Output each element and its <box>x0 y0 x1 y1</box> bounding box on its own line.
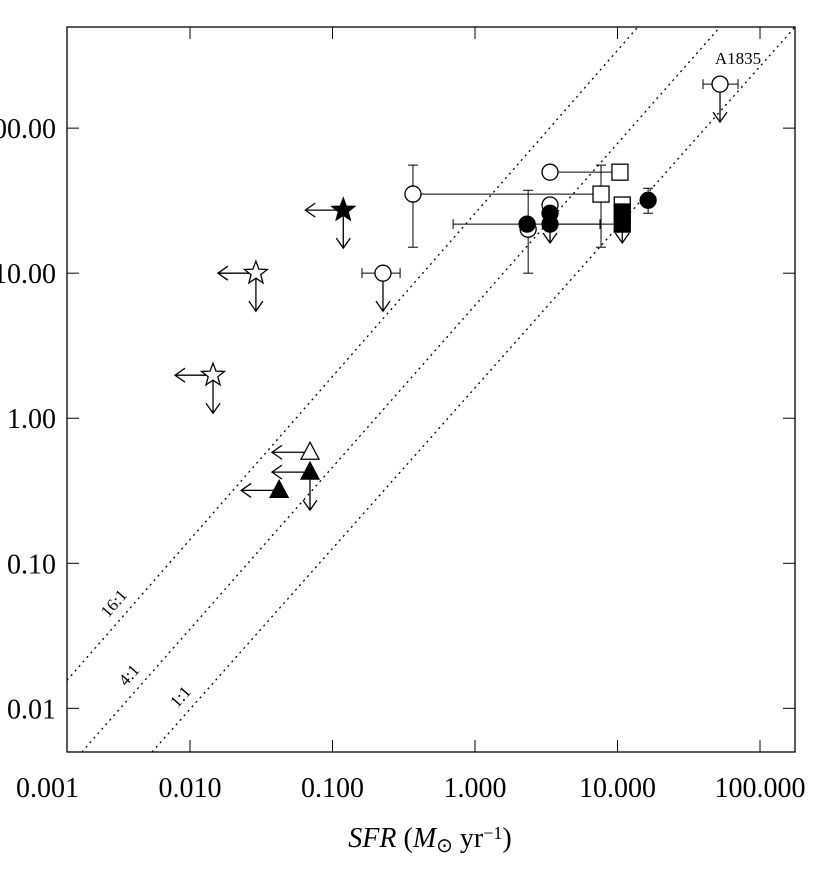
y-tick-label: 100.00 <box>0 114 56 145</box>
upper-limit-arrow <box>205 375 221 415</box>
y-tick-label: 0.10 <box>7 549 56 580</box>
x-tick-label: 0.001 <box>16 773 79 804</box>
x-axis-label-part: SFR <box>348 823 396 854</box>
point <box>299 440 321 460</box>
point <box>199 361 227 387</box>
x-axis-label-part: −1 <box>483 823 502 843</box>
point <box>374 264 392 282</box>
x-tick-label: 0.100 <box>301 773 364 804</box>
point <box>541 163 559 181</box>
ratio-line-label: 4:1 <box>115 661 144 690</box>
x-axis-label-part: M <box>412 823 438 854</box>
x-tick-label: 100.000 <box>715 773 806 804</box>
point <box>299 460 321 480</box>
x-tick-label: 0.010 <box>159 773 222 804</box>
point <box>711 75 729 93</box>
point <box>541 215 559 233</box>
point <box>330 196 357 222</box>
point <box>242 259 270 285</box>
y-tick-label: 0.01 <box>7 694 56 725</box>
point <box>404 185 422 203</box>
point <box>592 185 610 203</box>
point <box>518 215 536 233</box>
point <box>611 163 629 181</box>
x-tick-label: 10.000 <box>579 773 656 804</box>
ratio-line <box>67 27 639 681</box>
upper-limit-arrow <box>335 210 351 250</box>
upper-limit-arrow <box>270 444 310 460</box>
annotation: A1835 <box>715 49 761 68</box>
y-tick-label: 1.00 <box>7 404 56 435</box>
ratio-line-label: 1:1 <box>166 682 195 711</box>
x-axis-label: SFR (M⊙ yr−1) <box>348 823 511 857</box>
ratio-line-label: 16:1 <box>97 586 131 621</box>
plot-area <box>67 27 795 752</box>
ratio-line <box>151 27 795 752</box>
ratio-line <box>81 27 721 752</box>
x-axis-label-part: yr <box>453 823 484 854</box>
upper-limit-arrow <box>239 482 280 498</box>
upper-limit-arrow <box>270 464 310 480</box>
y-tick-label: 10.00 <box>0 259 56 290</box>
x-tick-label: 1.000 <box>444 773 507 804</box>
point <box>639 191 657 209</box>
x-axis-label-part: ⊙ <box>436 835 453 857</box>
point <box>269 479 290 499</box>
x-axis-label-part: ) <box>502 823 511 854</box>
x-axis-label-part: ( <box>396 823 412 854</box>
plot-frame <box>66 26 796 753</box>
upper-limit-arrow <box>248 273 264 313</box>
